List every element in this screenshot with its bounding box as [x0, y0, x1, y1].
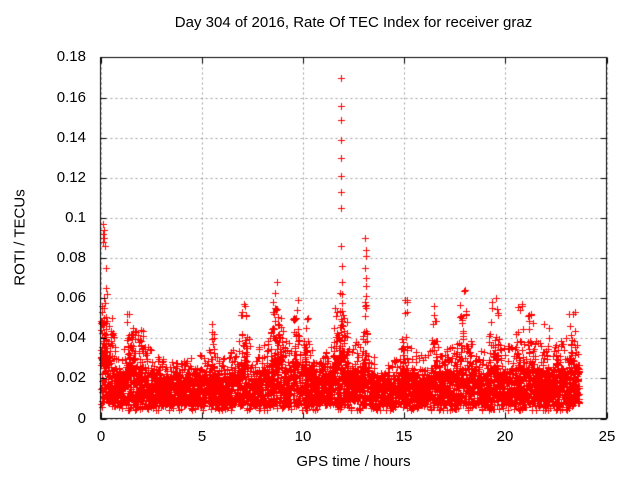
x-tick-label: 10 [294, 428, 312, 445]
y-tick-label: 0.06 [56, 289, 86, 306]
y-axis-label: ROTI / TECUs [11, 189, 29, 286]
chart-title: Day 304 of 2016, Rate Of TEC Index for r… [174, 14, 533, 31]
x-tick-label: 0 [96, 428, 106, 445]
y-tick-label: 0.16 [56, 89, 86, 106]
x-tick-label: 25 [598, 428, 616, 445]
x-tick-label: 15 [395, 428, 413, 445]
y-tick-label: 0.12 [56, 169, 86, 186]
y-tick-label: 0.08 [56, 249, 86, 266]
y-tick-label: 0 [77, 410, 86, 427]
x-tick-label: 20 [496, 428, 514, 445]
y-tick-label: 0.14 [56, 129, 86, 146]
y-tick-label: 0.02 [56, 369, 86, 386]
y-tick-label: 0.1 [65, 209, 86, 226]
x-tick-label: 5 [197, 428, 207, 445]
y-tick-label: 0.18 [56, 48, 86, 65]
y-tick-label: 0.04 [56, 329, 86, 346]
x-axis-label: GPS time / hours [296, 453, 411, 470]
